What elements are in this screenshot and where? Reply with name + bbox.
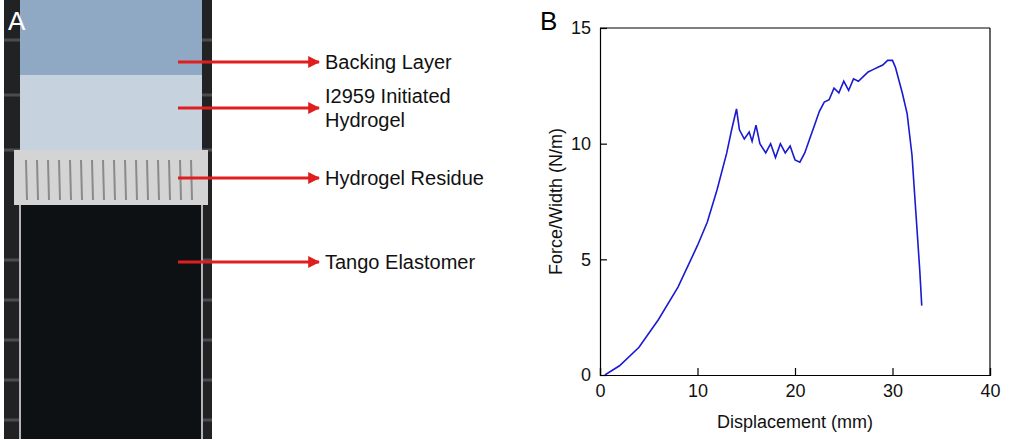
arrow	[178, 107, 319, 110]
layer-label: Tango Elastomer	[325, 251, 475, 273]
tick-mark	[600, 28, 607, 29]
tick-mark	[600, 259, 607, 260]
residue-streak	[48, 160, 49, 200]
figure: A Backing Layer I2959 InitiatedHydrogel Hyd…	[0, 0, 1019, 439]
tick-mark	[600, 375, 607, 376]
tick-label: 0	[581, 365, 591, 385]
photo-background	[4, 0, 212, 439]
tick-mark	[697, 368, 698, 375]
layer-label: Hydrogel Residue	[325, 167, 484, 189]
tick-mark	[795, 368, 796, 375]
tick: 15	[571, 18, 607, 38]
tick: 20	[785, 368, 805, 401]
residue-streak	[147, 160, 148, 200]
residue-streak	[125, 160, 126, 200]
residue-streak	[191, 160, 192, 200]
tick-label: 40	[980, 381, 1000, 401]
y-axis-title: Force/Width (N/m)	[546, 128, 566, 275]
residue-streak	[136, 160, 137, 200]
elastomer-edge	[201, 205, 203, 439]
tick-label: 20	[785, 381, 805, 401]
tick-label: 0	[595, 381, 605, 401]
residue-streak	[70, 160, 71, 200]
tick: 5	[581, 250, 607, 270]
tick: 0	[581, 365, 607, 385]
backing-layer	[20, 0, 202, 80]
data-line	[605, 60, 922, 375]
x-axis-title: Displacement (mm)	[717, 412, 873, 432]
tick-mark	[600, 144, 607, 145]
tick: 40	[980, 368, 1000, 401]
frame	[989, 28, 990, 375]
tick-mark	[990, 368, 991, 375]
tick-label: 10	[688, 381, 708, 401]
plot-area	[605, 60, 922, 375]
tick: 30	[883, 368, 903, 401]
layer-label: I2959 InitiatedHydrogel	[325, 85, 451, 131]
tick-mark	[892, 368, 893, 375]
layer-label: Backing Layer	[325, 51, 452, 73]
panel-a	[4, 0, 212, 439]
residue-streak	[169, 160, 170, 200]
arrow	[178, 261, 319, 264]
tick: 10	[688, 368, 708, 401]
residue-streak	[59, 160, 60, 200]
arrow	[178, 177, 319, 180]
residue-streak	[81, 160, 82, 200]
tick: 10	[571, 134, 607, 154]
elastomer-edge	[19, 205, 21, 439]
x-axis: 0 10 20 30 40	[595, 368, 1000, 401]
tick-label: 15	[571, 18, 591, 38]
hydrogel-layer	[20, 75, 202, 155]
residue-streak	[26, 160, 27, 200]
residue-streak	[92, 160, 93, 200]
elastomer-layer	[20, 205, 202, 439]
residue-streak	[37, 160, 38, 200]
arrow	[178, 61, 319, 64]
axis-line	[601, 368, 991, 376]
panel-letter: A	[8, 6, 26, 36]
residue-streak	[180, 160, 181, 200]
y-axis: 0 5 10 15	[571, 18, 607, 385]
frame	[600, 27, 990, 28]
residue-streak	[114, 160, 115, 200]
axis-line	[601, 29, 608, 376]
panel-letter: B	[540, 6, 557, 36]
residue-streak	[158, 160, 159, 200]
tick-label: 10	[571, 134, 591, 154]
tick-label: 5	[581, 250, 591, 270]
residue-streak	[103, 160, 104, 200]
tick-label: 30	[883, 381, 903, 401]
